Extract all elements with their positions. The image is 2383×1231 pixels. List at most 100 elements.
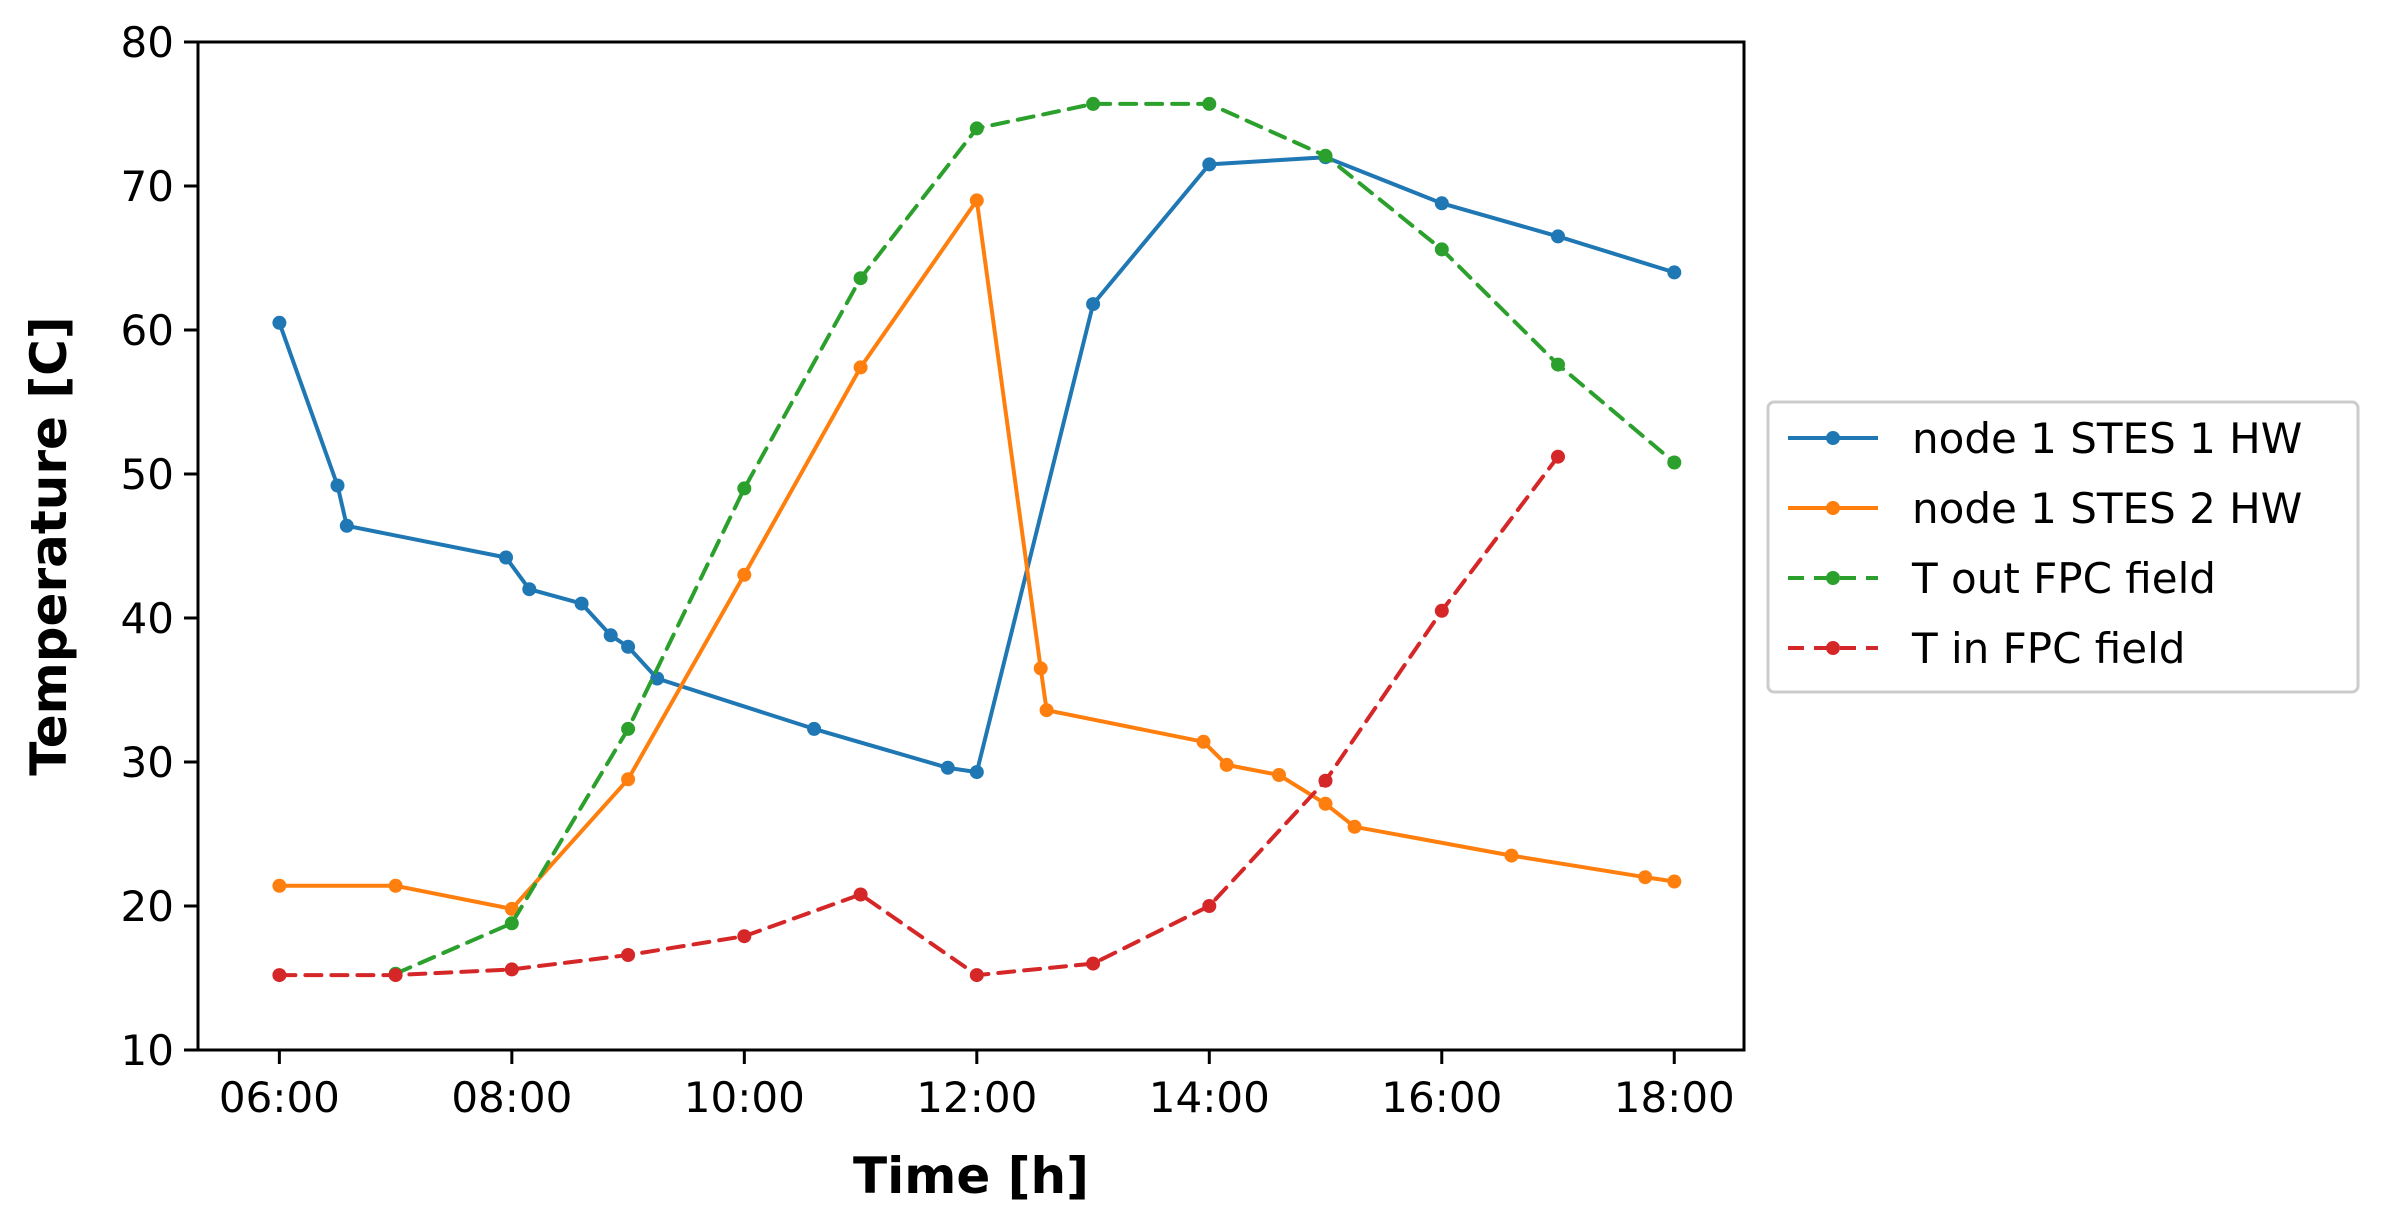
data-point: [504, 901, 519, 916]
data-point: [1667, 874, 1682, 889]
x-axis-title: Time [h]: [853, 1147, 1089, 1205]
data-point: [1219, 757, 1234, 772]
x-tick-label: 18:00: [1614, 1073, 1735, 1122]
data-point: [969, 765, 984, 780]
data-point: [1086, 956, 1101, 971]
data-point: [330, 478, 345, 493]
y-tick-label: 30: [121, 738, 174, 787]
legend-frame: [1766, 400, 2360, 694]
legend-marker: [1826, 641, 1840, 655]
data-point: [621, 948, 636, 962]
data-point: [1196, 734, 1211, 749]
data-point: [1504, 848, 1519, 863]
legend-entries: node 1 STES 1 HW node 1 STES 2 HW T out FP…: [1788, 414, 2302, 673]
legend-entry-node-1-stes-1-hw: node 1 STES 1 HW: [1788, 414, 2302, 463]
plot-frame: [196, 40, 1746, 1052]
y-axis-title: Temperature [C]: [20, 316, 78, 775]
data-point: [1202, 96, 1217, 111]
data-point: [603, 628, 618, 643]
x-tick-label: 10:00: [684, 1073, 805, 1122]
data-point: [969, 121, 984, 136]
y-tick-label: 10: [121, 1026, 174, 1075]
data-point: [621, 639, 636, 654]
data-point: [1434, 242, 1449, 257]
data-point: [1318, 773, 1333, 788]
x-tick-label: 06:00: [219, 1073, 340, 1122]
x-axis-ticks: 06:00 08:00 10:00 12:00 14:00 16:00 18:00: [219, 1050, 1735, 1122]
data-point: [1086, 96, 1101, 111]
series-t-out-fpc-field: [388, 96, 1682, 981]
y-axis-ticks: 10 20 30 40 50 60 70 80: [121, 18, 198, 1075]
y-tick-label: 70: [121, 162, 174, 211]
legend-marker: [1826, 571, 1840, 585]
legend-entry-t-out-fpc-field: T out FPC field: [1788, 554, 2216, 603]
y-tick-label: 20: [121, 882, 174, 931]
series-node-1-stes-1-hw: [272, 150, 1682, 780]
data-point: [522, 582, 537, 597]
data-point: [1318, 796, 1333, 811]
legend-label: T in FPC field: [1911, 624, 2185, 673]
data-point: [737, 567, 752, 582]
legend-entry-t-in-fpc-field: T in FPC field: [1788, 624, 2185, 673]
data-point: [1086, 297, 1101, 312]
data-point: [1202, 899, 1217, 913]
data-point: [1551, 449, 1565, 464]
data-point: [1638, 870, 1653, 885]
data-point: [388, 968, 403, 983]
series-line-t-out-fpc-field: [393, 101, 1677, 976]
data-point: [499, 550, 513, 565]
legend-label: node 1 STES 1 HW: [1912, 414, 2302, 463]
data-point: [1272, 768, 1286, 782]
data-point: [272, 878, 287, 893]
series-layer: [272, 96, 1682, 983]
data-point: [940, 760, 955, 775]
data-point: [574, 596, 589, 611]
data-point: [272, 968, 287, 983]
data-point: [853, 360, 868, 375]
data-point: [621, 772, 636, 787]
data-point: [339, 518, 354, 533]
data-point: [1434, 196, 1449, 211]
y-tick-label: 60: [121, 306, 174, 355]
x-tick-label: 14:00: [1149, 1073, 1270, 1122]
data-point: [650, 671, 665, 686]
y-tick-label: 80: [121, 18, 174, 67]
data-point: [1318, 148, 1333, 163]
x-tick-label: 08:00: [451, 1073, 572, 1122]
data-point: [272, 315, 287, 330]
data-point: [853, 271, 868, 286]
legend-label: T out FPC field: [1911, 554, 2216, 603]
x-tick-label: 16:00: [1381, 1073, 1502, 1122]
series-t-in-fpc-field: [272, 449, 1565, 983]
series-line-t-in-fpc-field: [277, 454, 1560, 978]
data-point: [1551, 357, 1565, 372]
data-point: [853, 887, 868, 902]
data-point: [1667, 265, 1682, 280]
legend-marker: [1826, 501, 1840, 515]
data-point: [504, 962, 519, 977]
data-point: [1347, 819, 1362, 834]
y-tick-label: 50: [121, 450, 174, 499]
legend-marker: [1826, 431, 1840, 445]
data-point: [1551, 229, 1565, 244]
data-point: [1033, 661, 1048, 676]
series-line-node-1-stes-1-hw: [277, 155, 1677, 775]
data-point: [504, 916, 519, 931]
y-tick-label: 40: [121, 594, 174, 643]
legend-entry-node-1-stes-2-hw: node 1 STES 2 HW: [1788, 484, 2302, 533]
data-point: [1434, 603, 1449, 618]
x-tick-label: 12:00: [916, 1073, 1037, 1122]
data-point: [969, 968, 984, 983]
data-point: [1202, 157, 1217, 172]
legend-label: node 1 STES 2 HW: [1912, 484, 2302, 533]
data-point: [1667, 455, 1682, 470]
series-node-1-stes-2-hw: [272, 193, 1682, 916]
data-point: [807, 721, 822, 736]
data-point: [737, 929, 752, 944]
data-point: [1039, 703, 1054, 718]
data-point: [969, 193, 984, 208]
legend: node 1 STES 1 HW node 1 STES 2 HW T out FP…: [1766, 400, 2360, 694]
data-point: [388, 878, 403, 893]
data-point: [737, 481, 752, 496]
